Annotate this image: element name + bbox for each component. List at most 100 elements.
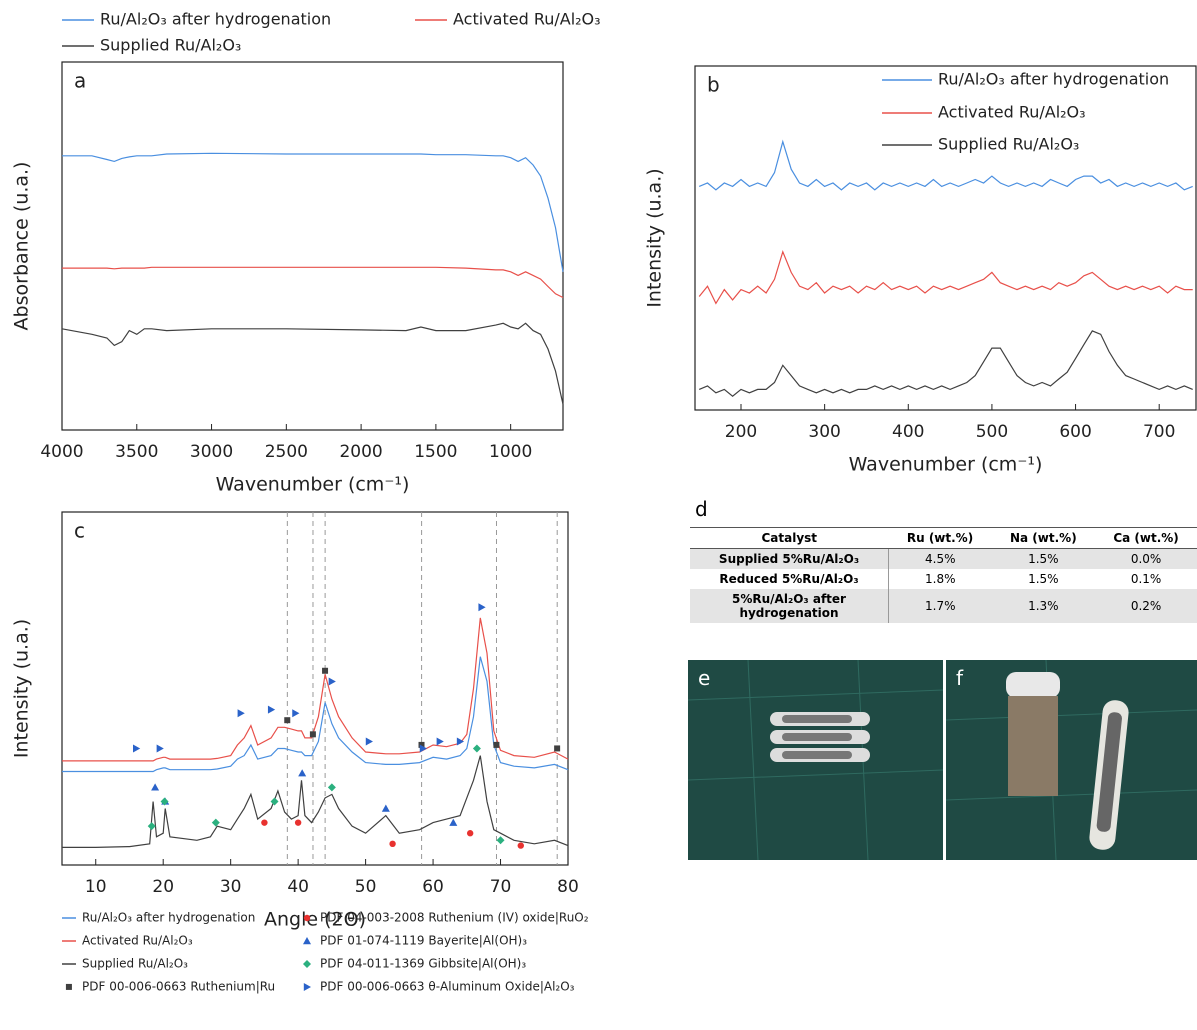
x-tick-label: 1500 [414,442,457,462]
y-axis-title: Intensity (u.a.) [11,619,33,758]
x-tick-label: 40 [287,877,309,897]
panel-label: b [707,73,720,97]
photo: f [945,659,1197,861]
x-tick-label: 80 [557,877,579,897]
legend-label: PDF 00-006-0663 Ruthenium|Ru [82,980,275,994]
y-axis-title: Absorbance (u.a.) [11,162,33,331]
marker [493,741,500,748]
marker [292,709,300,718]
series-line [62,617,569,762]
cell: 0.2% [1095,589,1197,623]
panel-label: d [695,497,708,521]
series-line [698,330,1193,397]
photo-drawing [687,659,944,861]
panel-label: e [698,666,711,690]
x-tick-label: 600 [1059,422,1091,442]
panel-label: a [74,69,86,93]
series-line [698,250,1193,305]
marker [418,741,425,748]
legend-label: Supplied Ru/Al₂O₃ [100,36,241,55]
legend-marker [303,960,311,968]
x-tick-label: 20 [152,877,174,897]
photo-drawing [945,659,1197,861]
cell: 0.1% [1130,572,1162,586]
x-tick-label: 10 [85,877,107,897]
marker [160,797,169,806]
legend-label: PDF 04-011-1369 Gibbsite|Al(OH)₃ [320,957,526,971]
cell: 4.5% [888,548,992,569]
marker [151,783,160,791]
legend-label: PDF 01-074-1119 Bayerite|Al(OH)₃ [320,934,527,948]
table-row: Supplied 5%Ru/Al₂O₃ 4.5% 1.5% 0.0% [690,548,1197,569]
series-line [62,152,564,272]
marker [449,818,458,826]
cell: 1.8% [925,572,956,586]
header-cell: Ru (wt.%) [888,527,992,549]
header-cell: Ca (wt.%) [1095,527,1197,549]
marker [327,783,336,792]
marker [294,819,302,826]
marker [381,804,390,812]
marker [436,737,444,746]
x-tick-label: 3500 [115,442,158,462]
legend-label: PDF 04-003-2008 Ruthenium (IV) oxide|RuO… [320,911,589,925]
marker [419,744,427,753]
marker [261,819,268,826]
x-tick-label: 2500 [265,442,308,462]
header-cell: Na (wt.%) [991,527,1096,549]
x-tick-label: 200 [725,422,757,442]
series-line [61,322,564,405]
marker [328,677,336,686]
marker [133,744,141,753]
marker [267,705,276,714]
x-axis-title: Wavenumber (cm⁻¹) [216,474,410,496]
legend-label: Activated Ru/Al₂O₃ [938,103,1086,122]
composition-table: Catalyst Ru (wt.%) Na (wt.%) Ca (wt.%) S… [690,527,1197,623]
marker [147,822,156,831]
cell: Supplied 5%Ru/Al₂O₃ [690,548,889,569]
legend-label: Supplied Ru/Al₂O₃ [82,957,188,971]
y-axis-title: Intensity (u.a.) [644,168,666,307]
x-tick-label: 1000 [489,442,532,462]
marker [496,836,505,845]
marker [298,769,307,777]
x-tick-label: 2000 [339,442,382,462]
cell: 1.5% [991,548,1096,569]
legend-marker [303,983,311,991]
marker [517,842,524,849]
x-tick-label: 70 [490,877,512,897]
series-line [62,266,564,299]
cell: 1.5% [1028,572,1059,586]
plot-frame [694,65,1197,411]
plot-frame [61,511,569,866]
legend-label: Activated Ru/Al₂O₃ [453,10,601,29]
marker [284,717,291,724]
cell: Reduced 5%Ru/Al₂O₃ [690,569,889,589]
x-tick-label: 500 [976,422,1008,442]
photo: e [687,659,944,861]
legend-marker [303,914,311,922]
x-tick-label: 60 [422,877,444,897]
table-row: Reduced 5%Ru/Al₂O₃ 1.8% 1.5% 0.1% [690,569,1197,589]
x-tick-label: 50 [355,877,377,897]
marker [156,744,164,753]
legend-label: Ru/Al₂O₃ after hydrogenation [100,10,331,29]
plot-frame [61,61,564,431]
x-tick-label: 3000 [190,442,233,462]
series-line [698,139,1193,191]
x-tick-label: 300 [808,422,840,442]
series-line [62,755,569,848]
legend-label: Ru/Al₂O₃ after hydrogenation [938,70,1169,89]
legend-label: Supplied Ru/Al₂O₃ [938,135,1079,154]
marker [466,830,474,837]
x-tick-label: 30 [220,877,242,897]
x-tick-label: 400 [892,422,924,442]
x-tick-label: 700 [1143,422,1175,442]
cell: 1.3% [991,589,1096,623]
legend-label: PDF 00-006-0663 θ-Aluminum Oxide|Al₂O₃ [320,980,575,994]
legend-marker [303,937,311,945]
x-axis-title: Angle (2Θ) [264,909,366,931]
marker [472,744,481,753]
marker [389,840,396,848]
cell: 1.7% [888,589,992,623]
